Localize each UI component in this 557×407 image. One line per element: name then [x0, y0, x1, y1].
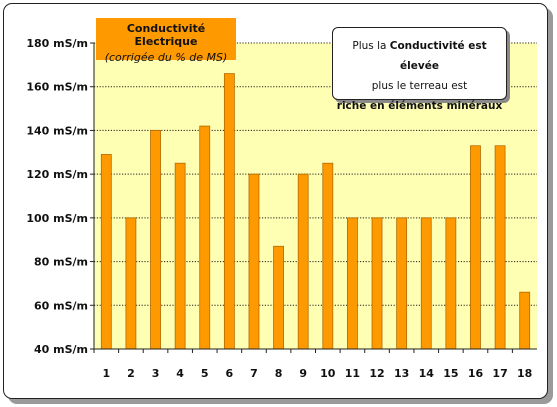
bar [100, 154, 112, 350]
x-tick-label: 12 [369, 367, 384, 380]
bar [396, 217, 408, 350]
bar [470, 145, 481, 350]
x-tick-label: 18 [517, 367, 532, 380]
annotation-line-2: plus le terreau est [371, 80, 468, 92]
x-tick-label: 6 [226, 367, 234, 380]
y-tick-label: 60 mS/m [34, 299, 88, 312]
chart-title-box: Conductivité Electrique (corrigée du % d… [96, 18, 236, 64]
y-tick-label: 100 mS/m [26, 212, 88, 225]
y-tick-label: 120 mS/m [26, 168, 88, 181]
x-tick-labels: 1 2 3 4 5 6 7 8 9 10 11 12 13 14 15 16 17 18 [93, 349, 532, 380]
x-tick-label: 5 [201, 367, 209, 380]
chart-title: Conductivité Electrique [126, 22, 206, 48]
annotation-line-1-text: Plus la [352, 40, 390, 52]
bar [297, 173, 309, 350]
annotation-line-1: Plus la Conductivité est élevée [333, 36, 506, 76]
bar [347, 217, 358, 350]
y-tick-label: 140 mS/m [26, 124, 88, 137]
x-tick-label: 4 [176, 367, 184, 380]
x-tick-label: 15 [443, 367, 458, 380]
bar [199, 125, 211, 350]
x-tick-label: 14 [419, 367, 435, 380]
bar [445, 217, 457, 350]
x-tick-label: 2 [127, 367, 135, 380]
bar [494, 145, 506, 350]
annotation-line-1-bold: Conductivité est élevée [389, 40, 487, 72]
y-tick-label: 40 mS/m [34, 343, 88, 356]
annotation-line-3-bold: riche en éléments minéraux [336, 100, 503, 112]
x-tick-label: 1 [102, 367, 110, 380]
y-tick-label: 80 mS/m [34, 256, 88, 269]
bar [248, 173, 260, 350]
y-tick-labels: 40 mS/m 60 mS/m 80 mS/m 100 mS/m 120 mS/m 140… [26, 37, 94, 356]
bars [100, 73, 531, 350]
x-tick-label: 13 [394, 367, 409, 380]
bar [125, 217, 137, 350]
bar [273, 245, 284, 350]
bar [150, 130, 161, 350]
x-tick-label: 17 [492, 367, 507, 380]
bar [223, 73, 235, 350]
x-tick-label: 9 [299, 367, 307, 380]
x-tick-label: 8 [275, 367, 283, 380]
bar [519, 291, 531, 350]
y-tick-label: 180 mS/m [26, 37, 88, 50]
y-tick-label: 160 mS/m [26, 81, 88, 94]
x-tick-label: 16 [468, 367, 484, 380]
x-tick-label: 3 [152, 367, 160, 380]
annotation-line-3: riche en éléments minéraux [333, 96, 506, 116]
annotation-box: Plus la Conductivité est élevée plus le … [332, 27, 507, 112]
chart-subtitle: (corrigée du % de MS) [104, 51, 228, 64]
bar [420, 217, 432, 350]
x-tick-label: 11 [345, 367, 360, 380]
x-tick-label: 10 [320, 367, 336, 380]
bar [322, 162, 334, 350]
bar [371, 217, 383, 350]
bar [174, 162, 186, 350]
x-tick-label: 7 [250, 367, 258, 380]
